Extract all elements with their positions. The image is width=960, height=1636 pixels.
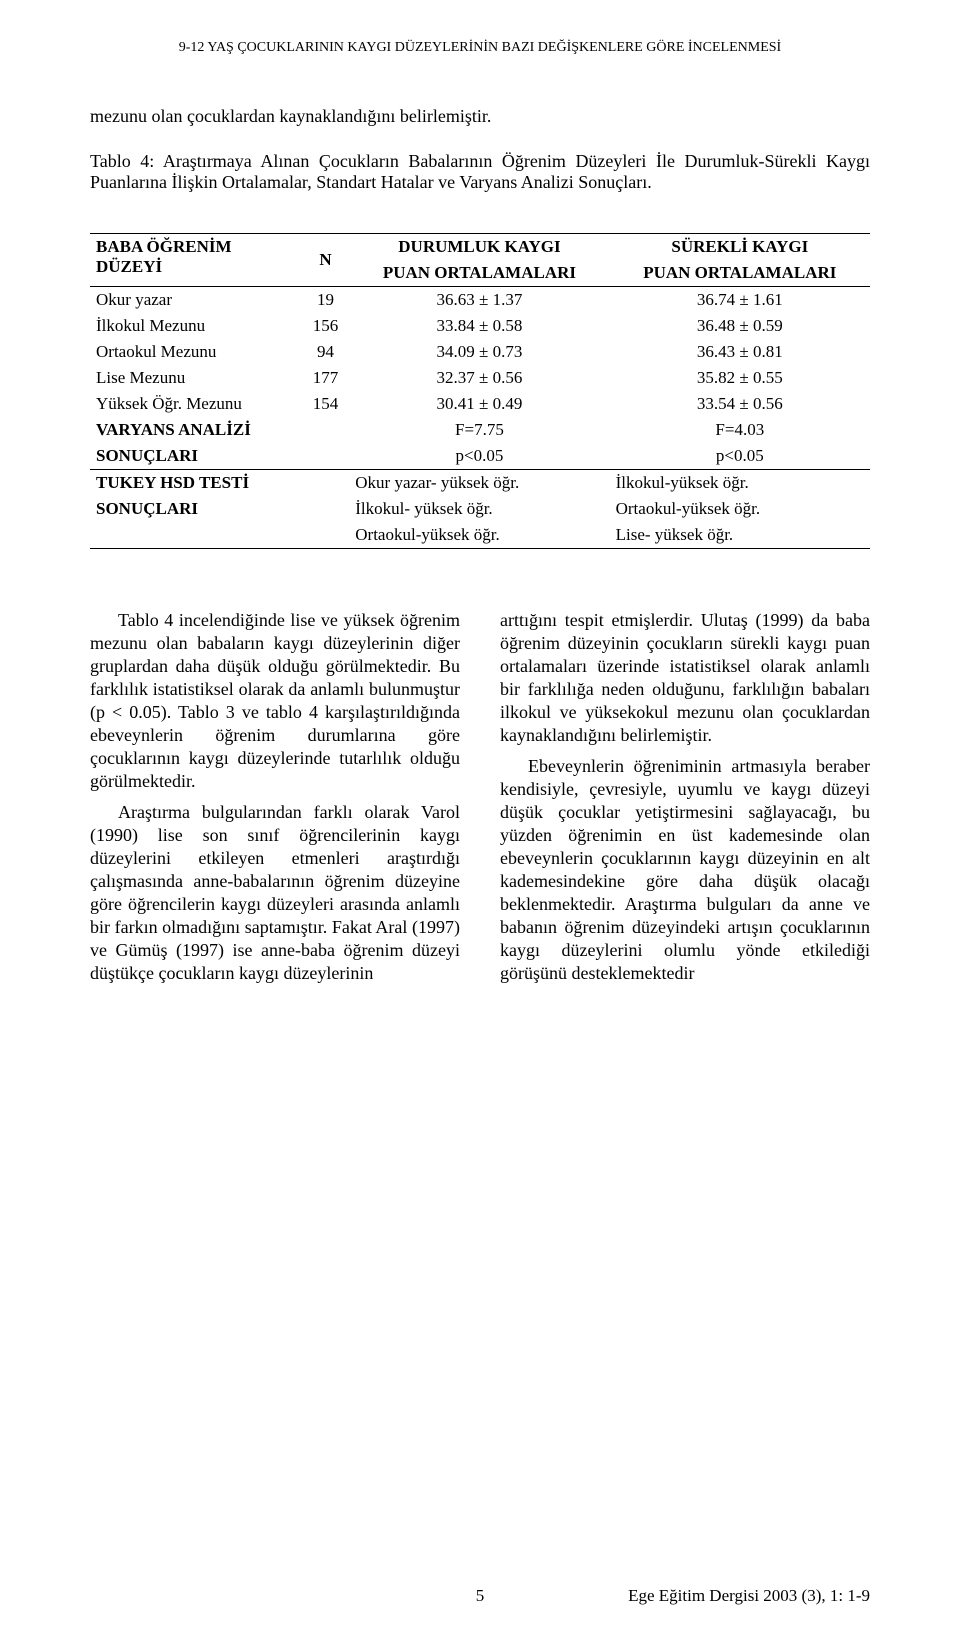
cell-label: Lise Mezunu: [90, 365, 302, 391]
cell-surekli: 36.43 ± 0.81: [610, 339, 870, 365]
left-p1: Tablo 4 incelendiğinde lise ve yüksek öğ…: [90, 609, 460, 793]
journal-ref: Ege Eğitim Dergisi 2003 (3), 1: 1-9: [628, 1586, 870, 1606]
tukey-surekli-l1: İlkokul-yüksek öğr.: [610, 470, 870, 497]
cell-label: Ortaokul Mezunu: [90, 339, 302, 365]
table-row: Lise Mezunu 177 32.37 ± 0.56 35.82 ± 0.5…: [90, 365, 870, 391]
body-columns: Tablo 4 incelendiğinde lise ve yüksek öğ…: [90, 609, 870, 994]
right-column: arttığını tespit etmişlerdir. Ulutaş (19…: [500, 609, 870, 994]
th-surekli-l1: SÜREKLİ KAYGI: [610, 234, 870, 261]
th-durumluk-l1: DURUMLUK KAYGI: [349, 234, 609, 261]
results-table: BABA ÖĞRENİM DÜZEYİ N DURUMLUK KAYGI SÜR…: [90, 233, 870, 549]
cell-label: Yüksek Öğr. Mezunu: [90, 391, 302, 417]
table-row: Okur yazar 19 36.63 ± 1.37 36.74 ± 1.61: [90, 287, 870, 314]
cell-surekli: 36.74 ± 1.61: [610, 287, 870, 314]
cell-surekli: 33.54 ± 0.56: [610, 391, 870, 417]
intro-line: mezunu olan çocuklardan kaynaklandığını …: [90, 106, 870, 127]
anova-label-l1: VARYANS ANALİZİ: [90, 417, 302, 443]
cell-surekli: 35.82 ± 0.55: [610, 365, 870, 391]
anova-surekli-l1: F=4.03: [610, 417, 870, 443]
anova-label-l2: SONUÇLARI: [90, 443, 302, 470]
tukey-row: Ortaokul-yüksek öğr. Lise- yüksek öğr.: [90, 522, 870, 549]
tukey-durumluk-l1: Okur yazar- yüksek öğr.: [349, 470, 609, 497]
table-row: İlkokul Mezunu 156 33.84 ± 0.58 36.48 ± …: [90, 313, 870, 339]
th-factor-l1: BABA ÖĞRENİM: [96, 237, 232, 256]
anova-durumluk-l2: p<0.05: [349, 443, 609, 470]
anova-row: VARYANS ANALİZİ F=7.75 F=4.03: [90, 417, 870, 443]
footer: 5 Ege Eğitim Dergisi 2003 (3), 1: 1-9: [90, 1586, 870, 1606]
cell-durumluk: 36.63 ± 1.37: [349, 287, 609, 314]
cell-durumluk: 34.09 ± 0.73: [349, 339, 609, 365]
cell-n: 154: [302, 391, 350, 417]
cell-label: İlkokul Mezunu: [90, 313, 302, 339]
right-p1: arttığını tespit etmişlerdir. Ulutaş (19…: [500, 609, 870, 747]
tukey-row: TUKEY HSD TESTİ Okur yazar- yüksek öğr. …: [90, 470, 870, 497]
cell-n: 177: [302, 365, 350, 391]
th-factor-l2: DÜZEYİ: [96, 257, 162, 276]
th-surekli-l2: PUAN ORTALAMALARI: [610, 260, 870, 287]
cell-n: 156: [302, 313, 350, 339]
th-factor: BABA ÖĞRENİM DÜZEYİ: [90, 234, 302, 287]
running-head: 9-12 YAŞ ÇOCUKLARININ KAYGI DÜZEYLERİNİN…: [90, 40, 870, 56]
cell-n: 19: [302, 287, 350, 314]
cell-durumluk: 30.41 ± 0.49: [349, 391, 609, 417]
tukey-surekli-l3: Lise- yüksek öğr.: [610, 522, 870, 549]
table-row: Ortaokul Mezunu 94 34.09 ± 0.73 36.43 ± …: [90, 339, 870, 365]
anova-surekli-l2: p<0.05: [610, 443, 870, 470]
cell-surekli: 36.48 ± 0.59: [610, 313, 870, 339]
table-row: Yüksek Öğr. Mezunu 154 30.41 ± 0.49 33.5…: [90, 391, 870, 417]
cell-n: 94: [302, 339, 350, 365]
right-p2: Ebeveynlerin öğreniminin artmasıyla bera…: [500, 755, 870, 985]
cell-durumluk: 32.37 ± 0.56: [349, 365, 609, 391]
tukey-row: SONUÇLARI İlkokul- yüksek öğr. Ortaokul-…: [90, 496, 870, 522]
table-caption: Tablo 4: Araştırmaya Alınan Çocukların B…: [90, 151, 870, 193]
tukey-durumluk-l3: Ortaokul-yüksek öğr.: [349, 522, 609, 549]
page-number: 5: [476, 1586, 485, 1606]
tukey-label-l1: TUKEY HSD TESTİ: [90, 470, 302, 497]
cell-label: Okur yazar: [90, 287, 302, 314]
th-durumluk-l2: PUAN ORTALAMALARI: [349, 260, 609, 287]
left-p2: Araştırma bulgularından farklı olarak Va…: [90, 801, 460, 985]
cell-durumluk: 33.84 ± 0.58: [349, 313, 609, 339]
tukey-surekli-l2: Ortaokul-yüksek öğr.: [610, 496, 870, 522]
th-n: N: [302, 234, 350, 287]
anova-row: SONUÇLARI p<0.05 p<0.05: [90, 443, 870, 470]
tukey-durumluk-l2: İlkokul- yüksek öğr.: [349, 496, 609, 522]
left-column: Tablo 4 incelendiğinde lise ve yüksek öğ…: [90, 609, 460, 994]
anova-durumluk-l1: F=7.75: [349, 417, 609, 443]
tukey-label-l2: SONUÇLARI: [90, 496, 302, 522]
